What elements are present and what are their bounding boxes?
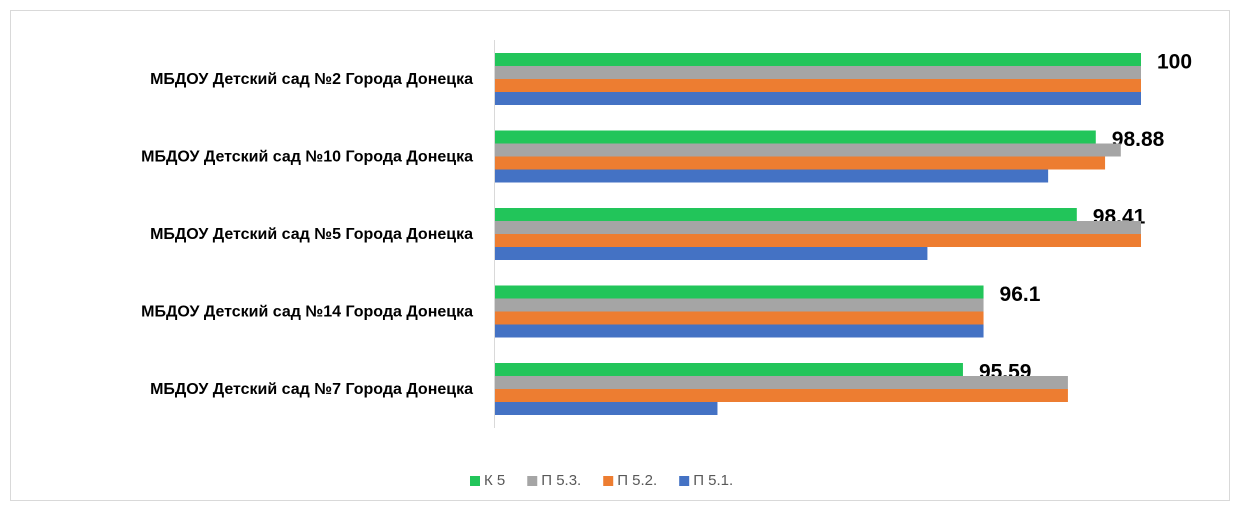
bar	[495, 234, 1141, 247]
bar	[495, 298, 984, 312]
bar	[495, 363, 963, 376]
category-label: МБДОУ Детский сад №7 Города Донецка	[150, 381, 473, 398]
legend-swatch	[527, 476, 538, 486]
legend-label: П 5.1.	[693, 472, 733, 489]
legend-label: П 5.3.	[541, 472, 581, 489]
bar	[495, 53, 1141, 66]
bar	[495, 311, 984, 325]
bar	[495, 130, 1096, 144]
bar	[495, 247, 928, 260]
data-label: 100	[1157, 51, 1192, 74]
data-label: 98.88	[1112, 128, 1165, 151]
bar	[495, 79, 1141, 92]
legend-swatch	[679, 476, 690, 486]
legend-label: К 5	[484, 472, 505, 489]
bar	[495, 376, 1068, 389]
bar	[495, 285, 984, 299]
category-label: МБДОУ Детский сад №14 Города Донецка	[141, 304, 473, 321]
category-label: МБДОУ Детский сад №10 Города Донецка	[141, 149, 473, 166]
category-label: МБДОУ Детский сад №2 Города Донецка	[150, 71, 473, 88]
bar	[495, 402, 718, 415]
category-label: МБДОУ Детский сад №5 Города Донецка	[150, 226, 473, 243]
legend-label: П 5.2.	[617, 472, 657, 489]
legend-swatch	[603, 476, 614, 486]
data-label: 96.1	[1000, 283, 1041, 306]
bar	[495, 221, 1141, 234]
legend-swatch	[470, 476, 480, 486]
bar	[495, 389, 1068, 402]
bar	[495, 208, 1077, 221]
bar	[495, 169, 1049, 183]
bar	[495, 92, 1141, 105]
bar	[495, 324, 984, 338]
bar	[495, 66, 1141, 79]
bar	[495, 156, 1106, 170]
bar	[495, 143, 1121, 157]
